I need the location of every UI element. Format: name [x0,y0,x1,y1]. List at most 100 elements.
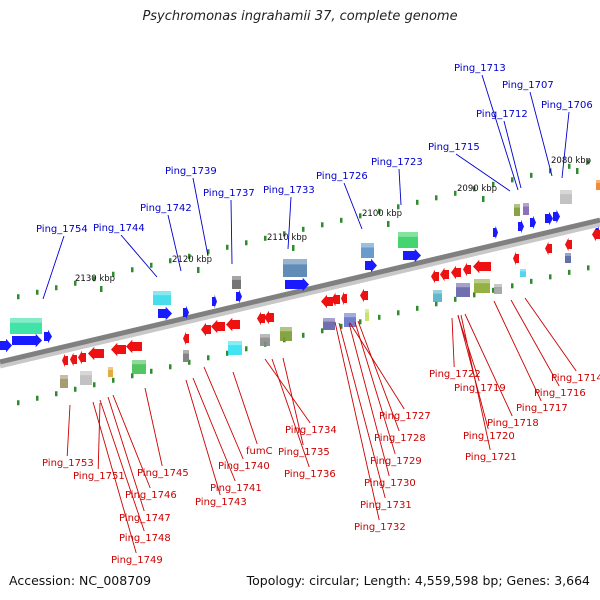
forward-leader-line [230,199,233,265]
forward-gene-label: Ping_1726 [316,171,368,182]
scale-dot [416,199,419,205]
reverse-gene-label: Ping_1728 [374,433,426,444]
scale-dot [454,296,457,302]
backbone [0,217,600,365]
scale-dot [378,314,381,320]
reverse-gene-label: Ping_1717 [516,403,568,414]
scale-dot [188,253,191,259]
feature-block [260,334,270,346]
forward-gene-arrow [493,225,498,240]
feature-block-highlight [596,180,600,183]
reverse-gene-label: fumC [246,446,273,457]
tick-mark [100,286,103,292]
forward-gene-label: Ping_1744 [93,223,145,234]
reverse-leader-line [334,321,380,521]
reverse-gene-arrow [226,317,240,332]
forward-leader-line [529,91,553,177]
forward-gene-arrow [12,333,42,348]
reverse-gene-arrow [545,241,552,256]
feature-block [523,203,529,215]
reverse-leader-line [192,377,236,482]
forward-gene-label: Ping_1739 [165,166,217,177]
backbone-shadow [0,221,600,369]
feature-block-highlight [60,375,68,379]
feature-block [565,253,571,263]
reverse-gene-arrow [331,292,340,307]
scale-dot [587,159,590,165]
reverse-gene-arrow [440,267,449,282]
scale-dot [93,276,96,282]
reverse-gene-arrow [201,322,211,337]
feature-block-highlight [153,291,171,296]
reverse-leader-line [338,322,386,499]
scale-dot [245,346,248,352]
feature-block-highlight [560,190,572,195]
feature-block [228,341,242,355]
forward-gene-arrow [530,215,536,230]
reverse-gene-label: Ping_1730 [364,478,416,489]
forward-gene-arrow [0,338,12,353]
forward-gene-label: Ping_1754 [36,224,88,235]
scale-dot [435,301,438,307]
forward-leader-line [287,196,292,250]
forward-leader-line [398,168,402,206]
scale-dot [112,271,115,277]
scale-dot [245,240,248,246]
forward-gene-label: Ping_1712 [476,109,528,120]
forward-gene-label: Ping_1707 [502,80,554,91]
reverse-leader-line [354,321,396,455]
feature-block-highlight [456,283,470,288]
map-title: Psychromonas ingrahamii 37, complete gen… [142,9,458,24]
scale-dot [473,292,476,298]
reverse-leader-line [112,394,151,489]
forward-leader-line [42,235,65,300]
reverse-gene-label: Ping_1751 [73,471,125,482]
tick-mark [292,245,295,251]
forward-leader-line [561,111,570,179]
scale-dot [17,400,20,406]
feature-block [132,360,146,374]
feature-block-highlight [10,318,42,323]
feature-block-highlight [108,367,113,370]
scale-dot [416,305,419,311]
gene-layer [0,209,600,368]
tick-label: 2080 kbp [551,156,591,166]
feature-block-highlight [228,341,242,346]
feature-block-highlight [183,350,189,354]
forward-leader-line [167,214,182,272]
forward-leader-line [343,182,363,230]
scale-dot [283,231,286,237]
genome-summary-text: Topology: circular; Length: 4,559,598 bp… [246,573,590,588]
feature-block-highlight [523,203,529,207]
feature-block [283,259,307,277]
tick-mark [197,267,200,273]
feature-block-highlight [514,204,520,208]
feature-block-highlight [365,309,369,313]
reverse-gene-arrow [183,331,189,346]
forward-leader-line [192,177,209,257]
reverse-leader-line [460,314,491,451]
feature-block [456,283,470,297]
reverse-gene-arrow [451,265,461,280]
scale-dot [169,364,172,370]
reverse-gene-arrow [88,346,104,361]
scale-dot [397,310,400,316]
feature-block-highlight [80,371,92,376]
scale-dot [74,280,77,286]
reverse-gene-arrow [592,227,600,242]
reverse-leader-line [97,402,101,470]
feature-block [361,243,374,258]
forward-gene-arrow [158,306,172,321]
reverse-gene-arrow [211,319,225,334]
reverse-gene-label: Ping_1720 [463,431,515,442]
forward-gene-label: Ping_1742 [140,203,192,214]
reverse-gene-arrow [360,288,368,303]
reverse-leader-line [357,320,400,432]
reverse-gene-arrow [126,339,142,354]
scale-dot [530,172,533,178]
scale-dot [93,382,96,388]
forward-gene-arrow [545,211,553,226]
scale-dot [340,323,343,329]
scale-dot [36,289,39,295]
feature-block [232,276,241,289]
